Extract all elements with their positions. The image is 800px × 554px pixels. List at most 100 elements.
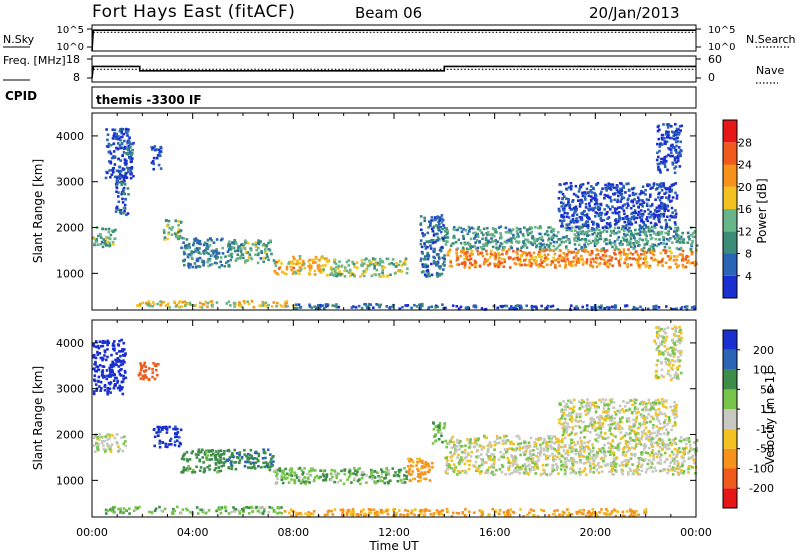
power-echo-cell [631,199,634,202]
power-echo-cell [540,304,543,308]
power-echo-cell [474,304,478,308]
power-echo-cell [496,306,499,310]
power-echo-cell [175,235,178,239]
power-echo-cell [574,206,577,209]
velocity-echo-cell [682,438,686,442]
velocity-echo-cell [658,442,661,446]
power-echo-cell [658,206,661,209]
power-echo-cell [190,256,194,260]
power-echo-cell [632,236,636,239]
power-echo-cell [670,125,673,128]
power-echo-cell [625,206,629,210]
velocity-echo-cell [417,479,420,483]
power-echo-cell [182,259,186,263]
power-echo-cell [261,244,265,247]
velocity-echo-cell [93,367,96,370]
velocity-echo-cell [173,440,177,444]
velocity-echo-cell [464,455,468,459]
velocity-echo-cell [450,467,453,470]
power-echo-cell [651,243,654,246]
power-echo-cell [503,240,507,244]
power-echo-cell [605,204,609,207]
power-echo-cell [643,210,647,213]
velocity-echo-cell [678,439,682,443]
power-echo-cell [571,208,574,211]
velocity-echo-cell [238,461,241,465]
velocity-echo-cell [592,471,595,474]
power-echo-cell [634,192,638,196]
velocity-echo-cell [103,388,107,392]
power-echo-cell [543,232,547,236]
power-echo-cell [212,241,216,244]
power-echo-cell [652,226,655,229]
power-echo-cell [580,218,584,222]
velocity-echo-cell [624,454,627,457]
power-echo-cell [442,257,446,260]
power-echo-cell [630,223,633,226]
power-echo-cell [549,226,552,229]
power-echo-cell [374,273,377,277]
power-echo-cell [257,252,260,255]
power-echo-cell [392,263,395,266]
power-echo-cell [426,268,429,272]
velocity-echo-cell [106,444,110,448]
frequency-ylabel-right: Nave [756,64,784,77]
power-echo-cell [630,212,633,216]
velocity-echo-cell [654,452,657,455]
velocity-echo-cell [575,461,579,464]
velocity-echo-cell [649,436,652,439]
power-echo-cell [196,241,199,245]
power-echo-cell [294,262,297,266]
power-echo-region [114,168,130,217]
power-echo-cell [597,214,601,218]
velocity-echo-cell [354,472,358,476]
power-echo-cell [522,240,525,243]
velocity-echo-cell [244,460,247,464]
power-echo-cell [117,135,120,138]
velocity-echo-cell [124,376,128,380]
power-echo-cell [608,262,612,266]
power-echo-cell [652,249,656,253]
power-echo-cell [565,228,569,232]
velocity-echo-cell [543,437,546,441]
velocity-echo-cell [238,453,241,457]
power-echo-cell [127,147,131,151]
velocity-echo-cell [203,452,207,456]
power-echo-cell [497,251,500,255]
power-echo-cell [485,252,489,256]
velocity-echo-cell [92,392,96,396]
freq-right-tick-top: 60 [708,53,722,66]
power-echo-cell [618,242,622,245]
velocity-echo-cell [548,473,552,476]
power-echo-cell [125,176,129,179]
power-echo-cell [436,275,439,278]
power-echo-cell [118,165,122,169]
beam-label: Beam 06 [355,4,422,22]
power-echo-cell [609,183,612,186]
velocity-echo-cell [687,471,690,474]
velocity-echo-cell [235,456,239,459]
power-echo-cell [554,263,557,267]
velocity-echo-cell [527,441,531,445]
velocity-echo-cell [96,436,99,439]
velocity-echo-cell [282,476,285,479]
power-echo-cell [662,123,665,126]
velocity-echo-cell [333,480,336,484]
power-echo-cell [520,246,523,249]
power-echo-cell [398,307,401,310]
power-echo-cell [660,207,664,210]
power-echo-cell [676,228,680,232]
power-echo-cell [576,195,580,199]
velocity-echo-cell [172,427,175,431]
power-echo-cell [366,306,369,310]
velocity-echo-cell [612,453,616,457]
power-echo-cell [538,242,541,245]
power-echo-cell [470,263,474,267]
power-echo-cell [629,217,632,221]
velocity-echo-cell [487,457,491,461]
power-echo-cell [650,204,654,207]
velocity-echo-cell [418,475,422,478]
power-echo-cell [469,247,473,250]
velocity-echo-cell [582,455,585,458]
velocity-echo-cell [325,475,329,479]
